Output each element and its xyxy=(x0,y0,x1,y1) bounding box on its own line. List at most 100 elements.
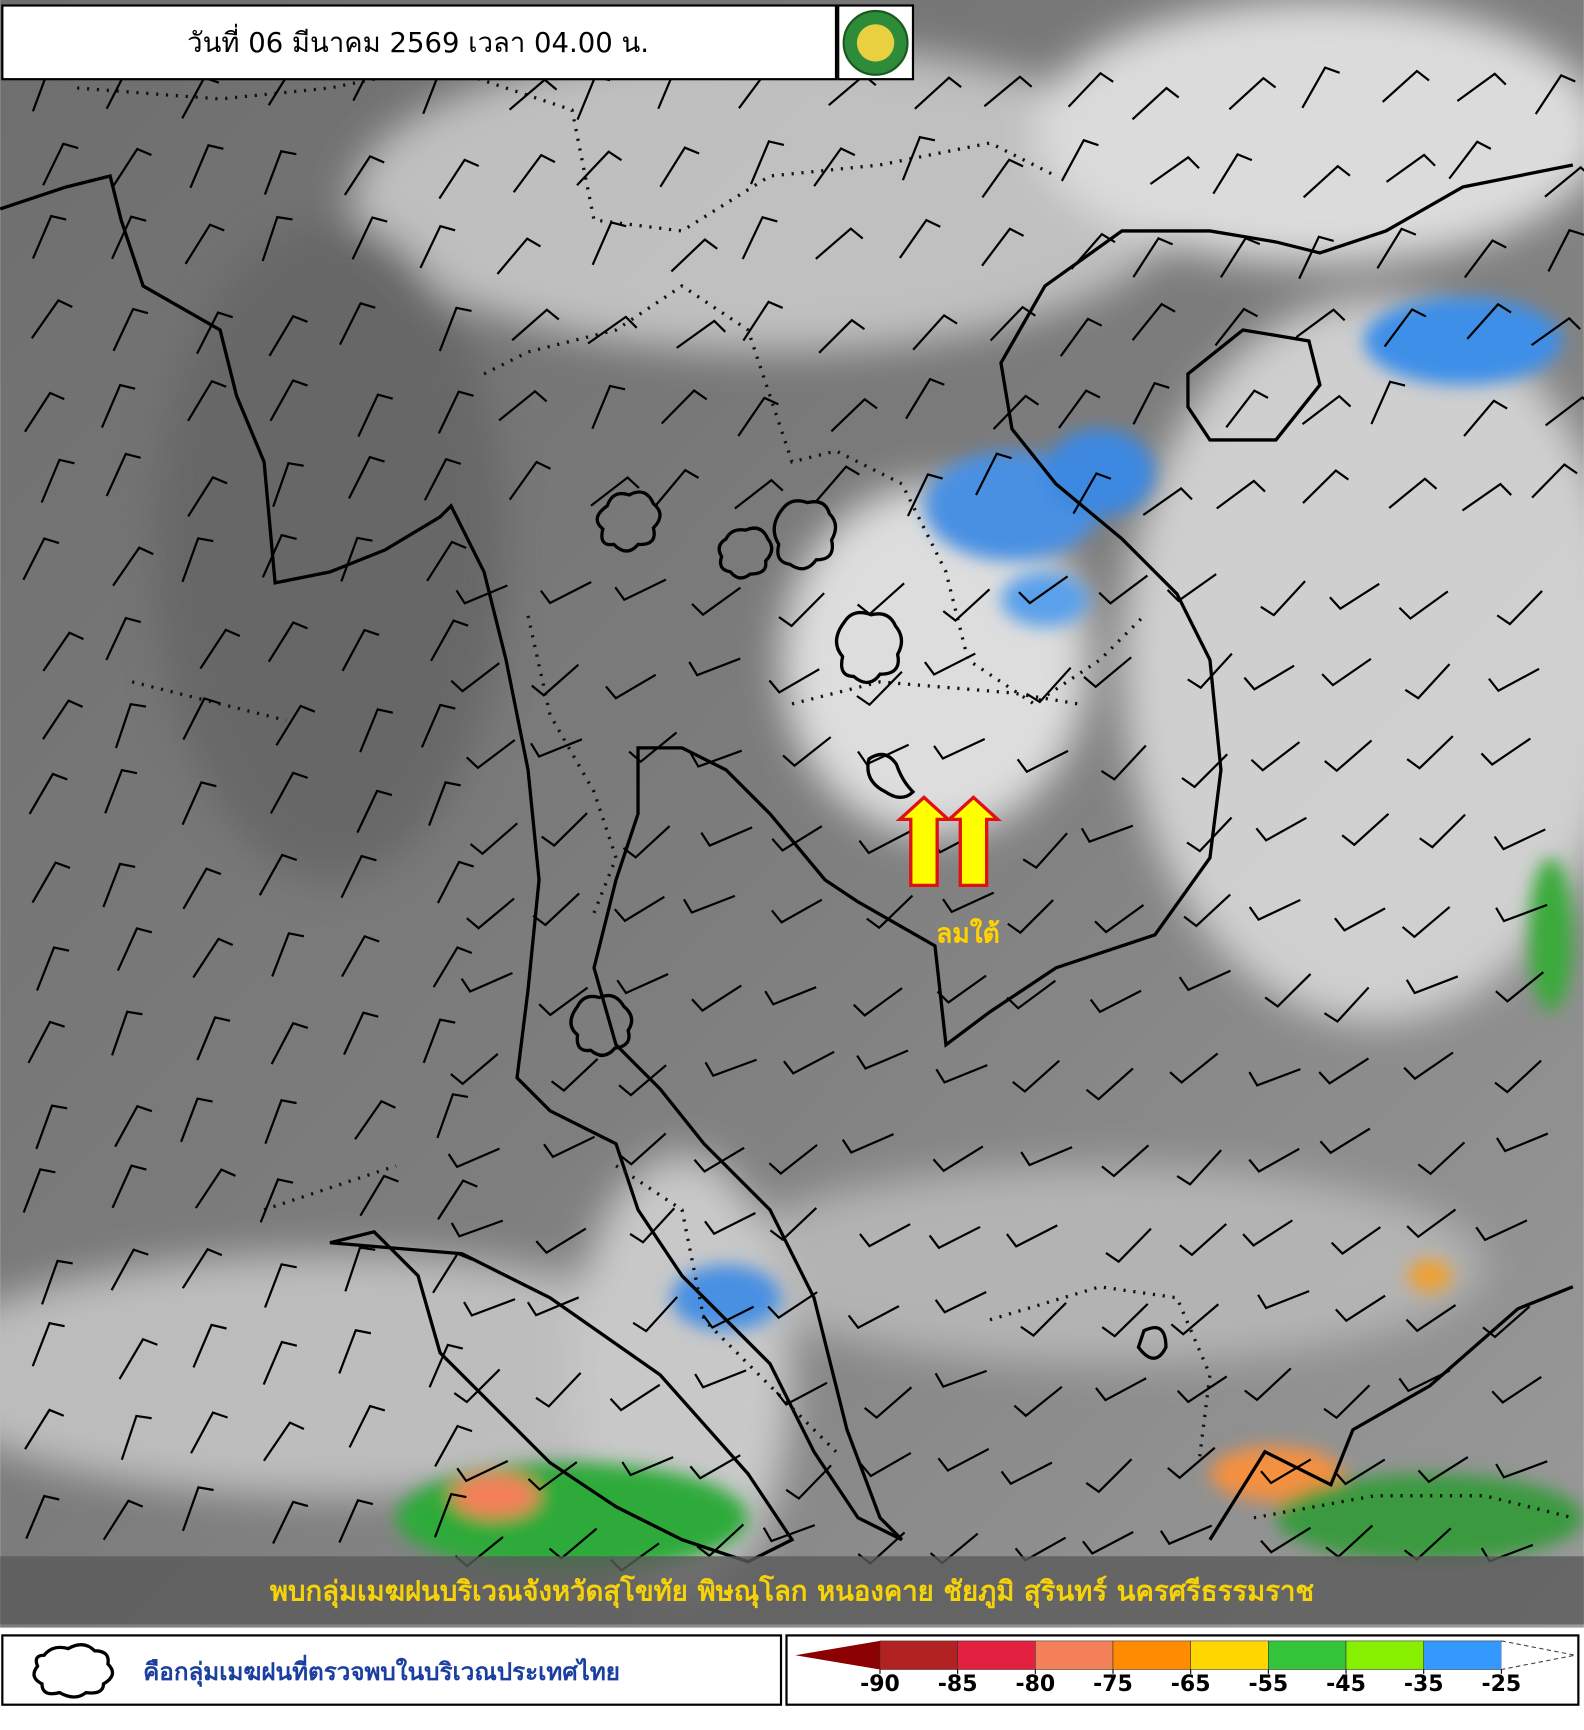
wind-barb xyxy=(426,540,467,582)
wind-barb xyxy=(768,668,820,694)
wind-barb xyxy=(863,1386,913,1420)
wind-barb xyxy=(1330,1226,1381,1256)
wind-barb xyxy=(1463,399,1508,437)
wind-barb xyxy=(1302,469,1350,504)
wind-barb xyxy=(24,391,65,433)
wind-barb xyxy=(1488,667,1540,693)
wind-barb xyxy=(1083,656,1132,689)
wind-barb xyxy=(682,894,736,914)
colorbar-cell xyxy=(1423,1640,1502,1670)
wind-barb xyxy=(1466,302,1512,340)
wind-barb xyxy=(187,476,228,518)
wind-barb xyxy=(1183,893,1231,928)
wind-barb xyxy=(815,227,864,260)
wind-barb xyxy=(530,738,583,758)
wind-barb xyxy=(688,657,741,677)
wind-barb xyxy=(858,830,911,855)
wind-barb xyxy=(456,1459,509,1483)
wind-barb xyxy=(1406,1208,1457,1239)
wind-barb xyxy=(1321,657,1372,687)
wind-barb xyxy=(348,1404,386,1448)
wind-barb xyxy=(1370,380,1406,425)
wind-barb xyxy=(696,1523,745,1558)
wind-barb xyxy=(508,460,551,501)
wind-barb xyxy=(704,1058,757,1078)
colorbar-cell xyxy=(1268,1640,1347,1670)
wind-barb xyxy=(469,822,518,856)
wind-barb xyxy=(262,1421,305,1462)
wind-barb xyxy=(1417,1141,1466,1176)
wind-barb xyxy=(1026,666,1072,704)
colorbar-cell xyxy=(1345,1640,1424,1670)
wind-barb xyxy=(1006,1224,1058,1248)
wind-barb xyxy=(1018,575,1069,605)
wind-barb xyxy=(856,1049,909,1070)
wind-barb xyxy=(272,1500,309,1545)
wind-barb xyxy=(905,377,945,420)
wind-barb xyxy=(359,1174,399,1217)
wind-barb xyxy=(860,1451,912,1478)
wind-barb xyxy=(1225,389,1269,428)
wind-barb xyxy=(100,383,136,428)
wind-barb xyxy=(269,379,308,422)
wind-barb xyxy=(1495,1460,1548,1479)
wind-barb xyxy=(1187,652,1233,690)
wind-barb xyxy=(591,221,627,266)
wind-barb xyxy=(934,1291,987,1314)
wind-barb xyxy=(933,737,986,760)
wind-barb xyxy=(42,631,84,672)
colorbar-cell xyxy=(1035,1640,1114,1670)
wind-barb xyxy=(700,826,753,847)
wind-barb xyxy=(782,736,832,768)
wind-barb xyxy=(815,465,860,503)
wind-barb xyxy=(259,1178,294,1223)
wind-barb xyxy=(1216,479,1266,510)
wind-barb xyxy=(110,1248,149,1291)
wind-barb xyxy=(433,1492,467,1538)
wind-barb xyxy=(750,140,785,185)
wind-barb xyxy=(184,223,225,265)
wind-barb xyxy=(1176,1375,1228,1404)
wind-barb xyxy=(181,1486,214,1532)
wind-barb xyxy=(1244,1367,1292,1402)
wind-barb xyxy=(112,546,154,587)
wind-barb xyxy=(31,861,71,904)
wind-barb xyxy=(447,1147,500,1169)
wind-barb xyxy=(841,1133,895,1154)
wind-barb xyxy=(981,158,1024,198)
wind-barb xyxy=(660,389,708,425)
wind-barb xyxy=(1323,1384,1371,1420)
wind-barb xyxy=(422,1018,456,1064)
wind-barb xyxy=(1260,1526,1311,1554)
wind-barb xyxy=(264,1099,297,1144)
wind-barb xyxy=(764,986,817,1006)
wind-barb xyxy=(262,1340,298,1385)
wind-barb xyxy=(450,1053,499,1086)
wind-barb xyxy=(432,1252,473,1294)
wind-barb xyxy=(102,862,136,908)
wind-barb xyxy=(437,1179,478,1220)
wind-barb xyxy=(629,1207,676,1244)
wind-barb xyxy=(348,455,385,499)
wind-barb xyxy=(40,458,75,503)
colorbar-tick-label: -90 xyxy=(860,1672,900,1697)
wind-barb xyxy=(199,628,241,670)
wind-barb xyxy=(340,536,373,582)
wind-barb xyxy=(539,580,592,605)
wind-barb xyxy=(1012,1059,1060,1093)
colorbar-cell xyxy=(1190,1640,1269,1670)
wind-barb xyxy=(535,1372,582,1408)
wind-barb xyxy=(1131,86,1180,121)
wind-barb xyxy=(1482,1305,1531,1339)
wind-barb xyxy=(111,1164,147,1209)
wind-barb xyxy=(613,895,665,923)
wind-barb xyxy=(762,1524,816,1543)
wind-barb xyxy=(1212,153,1253,195)
wind-barb xyxy=(1334,907,1386,932)
wind-barb xyxy=(114,702,147,749)
wind-barb xyxy=(702,1305,755,1329)
wind-barb xyxy=(31,1321,65,1367)
wind-barb xyxy=(1406,735,1454,770)
wind-barb xyxy=(1072,472,1112,515)
